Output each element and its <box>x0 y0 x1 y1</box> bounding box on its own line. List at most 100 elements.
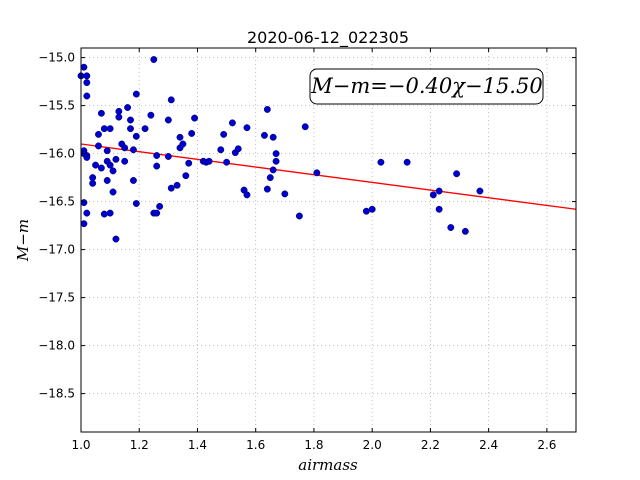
data-point <box>89 179 97 187</box>
data-point <box>115 107 123 115</box>
data-point <box>106 125 114 133</box>
data-point <box>313 169 321 177</box>
data-point <box>260 131 268 139</box>
data-point <box>153 209 161 217</box>
data-points <box>77 56 484 243</box>
data-point <box>217 146 225 154</box>
data-point <box>100 210 108 218</box>
data-point <box>243 191 251 199</box>
data-point <box>132 132 140 140</box>
data-point <box>461 227 469 235</box>
plot-frame <box>80 47 577 433</box>
data-point <box>476 187 484 195</box>
y-tick-label: −18.5 <box>38 387 75 401</box>
data-point <box>281 190 289 198</box>
y-axis-label: M−m <box>14 219 32 262</box>
data-point <box>377 158 385 166</box>
x-tick-label: 2.6 <box>537 438 556 452</box>
data-point <box>115 113 123 121</box>
data-point <box>147 111 155 119</box>
data-point <box>83 153 91 161</box>
data-point <box>106 161 114 169</box>
x-tick-label: 2.4 <box>479 438 498 452</box>
data-point <box>403 158 411 166</box>
data-point <box>127 125 134 133</box>
y-tick-label: −15.0 <box>38 51 75 65</box>
data-point <box>95 142 102 150</box>
data-point <box>263 185 271 193</box>
data-point <box>368 205 376 213</box>
data-point <box>80 199 88 207</box>
data-point <box>301 123 309 131</box>
data-point <box>83 79 91 87</box>
data-point <box>167 96 175 104</box>
data-point <box>121 157 129 165</box>
data-point <box>100 125 108 133</box>
fit-line <box>80 143 577 210</box>
data-point <box>150 56 158 63</box>
data-point <box>97 164 105 172</box>
x-axis-label: airmass <box>298 456 358 474</box>
data-point <box>167 184 175 192</box>
data-point <box>362 207 370 215</box>
data-point <box>129 146 137 154</box>
annotation-box: M−m=−0.40χ−15.50 <box>309 68 544 105</box>
data-point <box>92 161 100 169</box>
data-point <box>429 191 437 199</box>
data-point <box>83 209 91 217</box>
data-point <box>228 119 236 127</box>
data-point <box>295 212 303 220</box>
data-point <box>132 200 140 207</box>
data-point <box>234 145 242 153</box>
data-point <box>121 144 129 152</box>
x-tick-label: 1.0 <box>71 438 90 452</box>
grid-lines <box>80 48 576 432</box>
data-point <box>453 170 461 178</box>
data-point <box>83 92 91 100</box>
data-point <box>164 116 172 124</box>
data-point <box>103 177 111 184</box>
data-point <box>269 166 277 174</box>
x-tick-label: 2.2 <box>421 438 440 452</box>
data-point <box>188 129 196 137</box>
data-point <box>243 124 251 132</box>
chart-title: 2020-06-12_022305 <box>247 28 409 48</box>
data-point <box>185 159 193 167</box>
data-point <box>109 167 117 175</box>
data-point <box>106 209 114 217</box>
data-point <box>112 155 120 163</box>
data-point <box>103 147 111 155</box>
data-point <box>80 220 88 228</box>
x-tick-label: 1.4 <box>188 438 207 452</box>
data-point <box>176 133 184 141</box>
data-point <box>191 114 199 122</box>
data-point <box>83 72 91 80</box>
data-point <box>153 162 161 170</box>
y-tick-label: −16.0 <box>38 147 75 161</box>
data-point <box>80 63 88 71</box>
data-point <box>435 187 443 195</box>
axis-ticks: 1.0 1.2 1.4 1.6 1.8 2.0 2.2 2.4 2.6 −15.0 −15.5 −16… <box>38 48 576 452</box>
data-point <box>269 133 277 141</box>
x-tick-label: 1.6 <box>246 438 265 452</box>
data-point <box>95 130 102 138</box>
y-tick-label: −17.5 <box>38 291 75 305</box>
x-tick-label: 1.8 <box>304 438 323 452</box>
data-point <box>153 152 161 159</box>
data-point <box>272 150 280 158</box>
data-point <box>124 104 132 111</box>
data-point <box>179 140 187 148</box>
y-tick-label: −15.5 <box>38 99 75 113</box>
annotation-frame <box>309 68 544 105</box>
data-point <box>109 188 117 196</box>
data-point <box>164 153 172 160</box>
data-point <box>129 177 137 184</box>
data-point <box>223 158 231 166</box>
data-point <box>266 174 274 182</box>
data-point <box>220 130 228 138</box>
data-point <box>132 90 140 98</box>
fit-equation: M−m=−0.40χ−15.50 <box>310 74 542 98</box>
data-point <box>435 205 443 213</box>
data-point <box>127 116 134 124</box>
